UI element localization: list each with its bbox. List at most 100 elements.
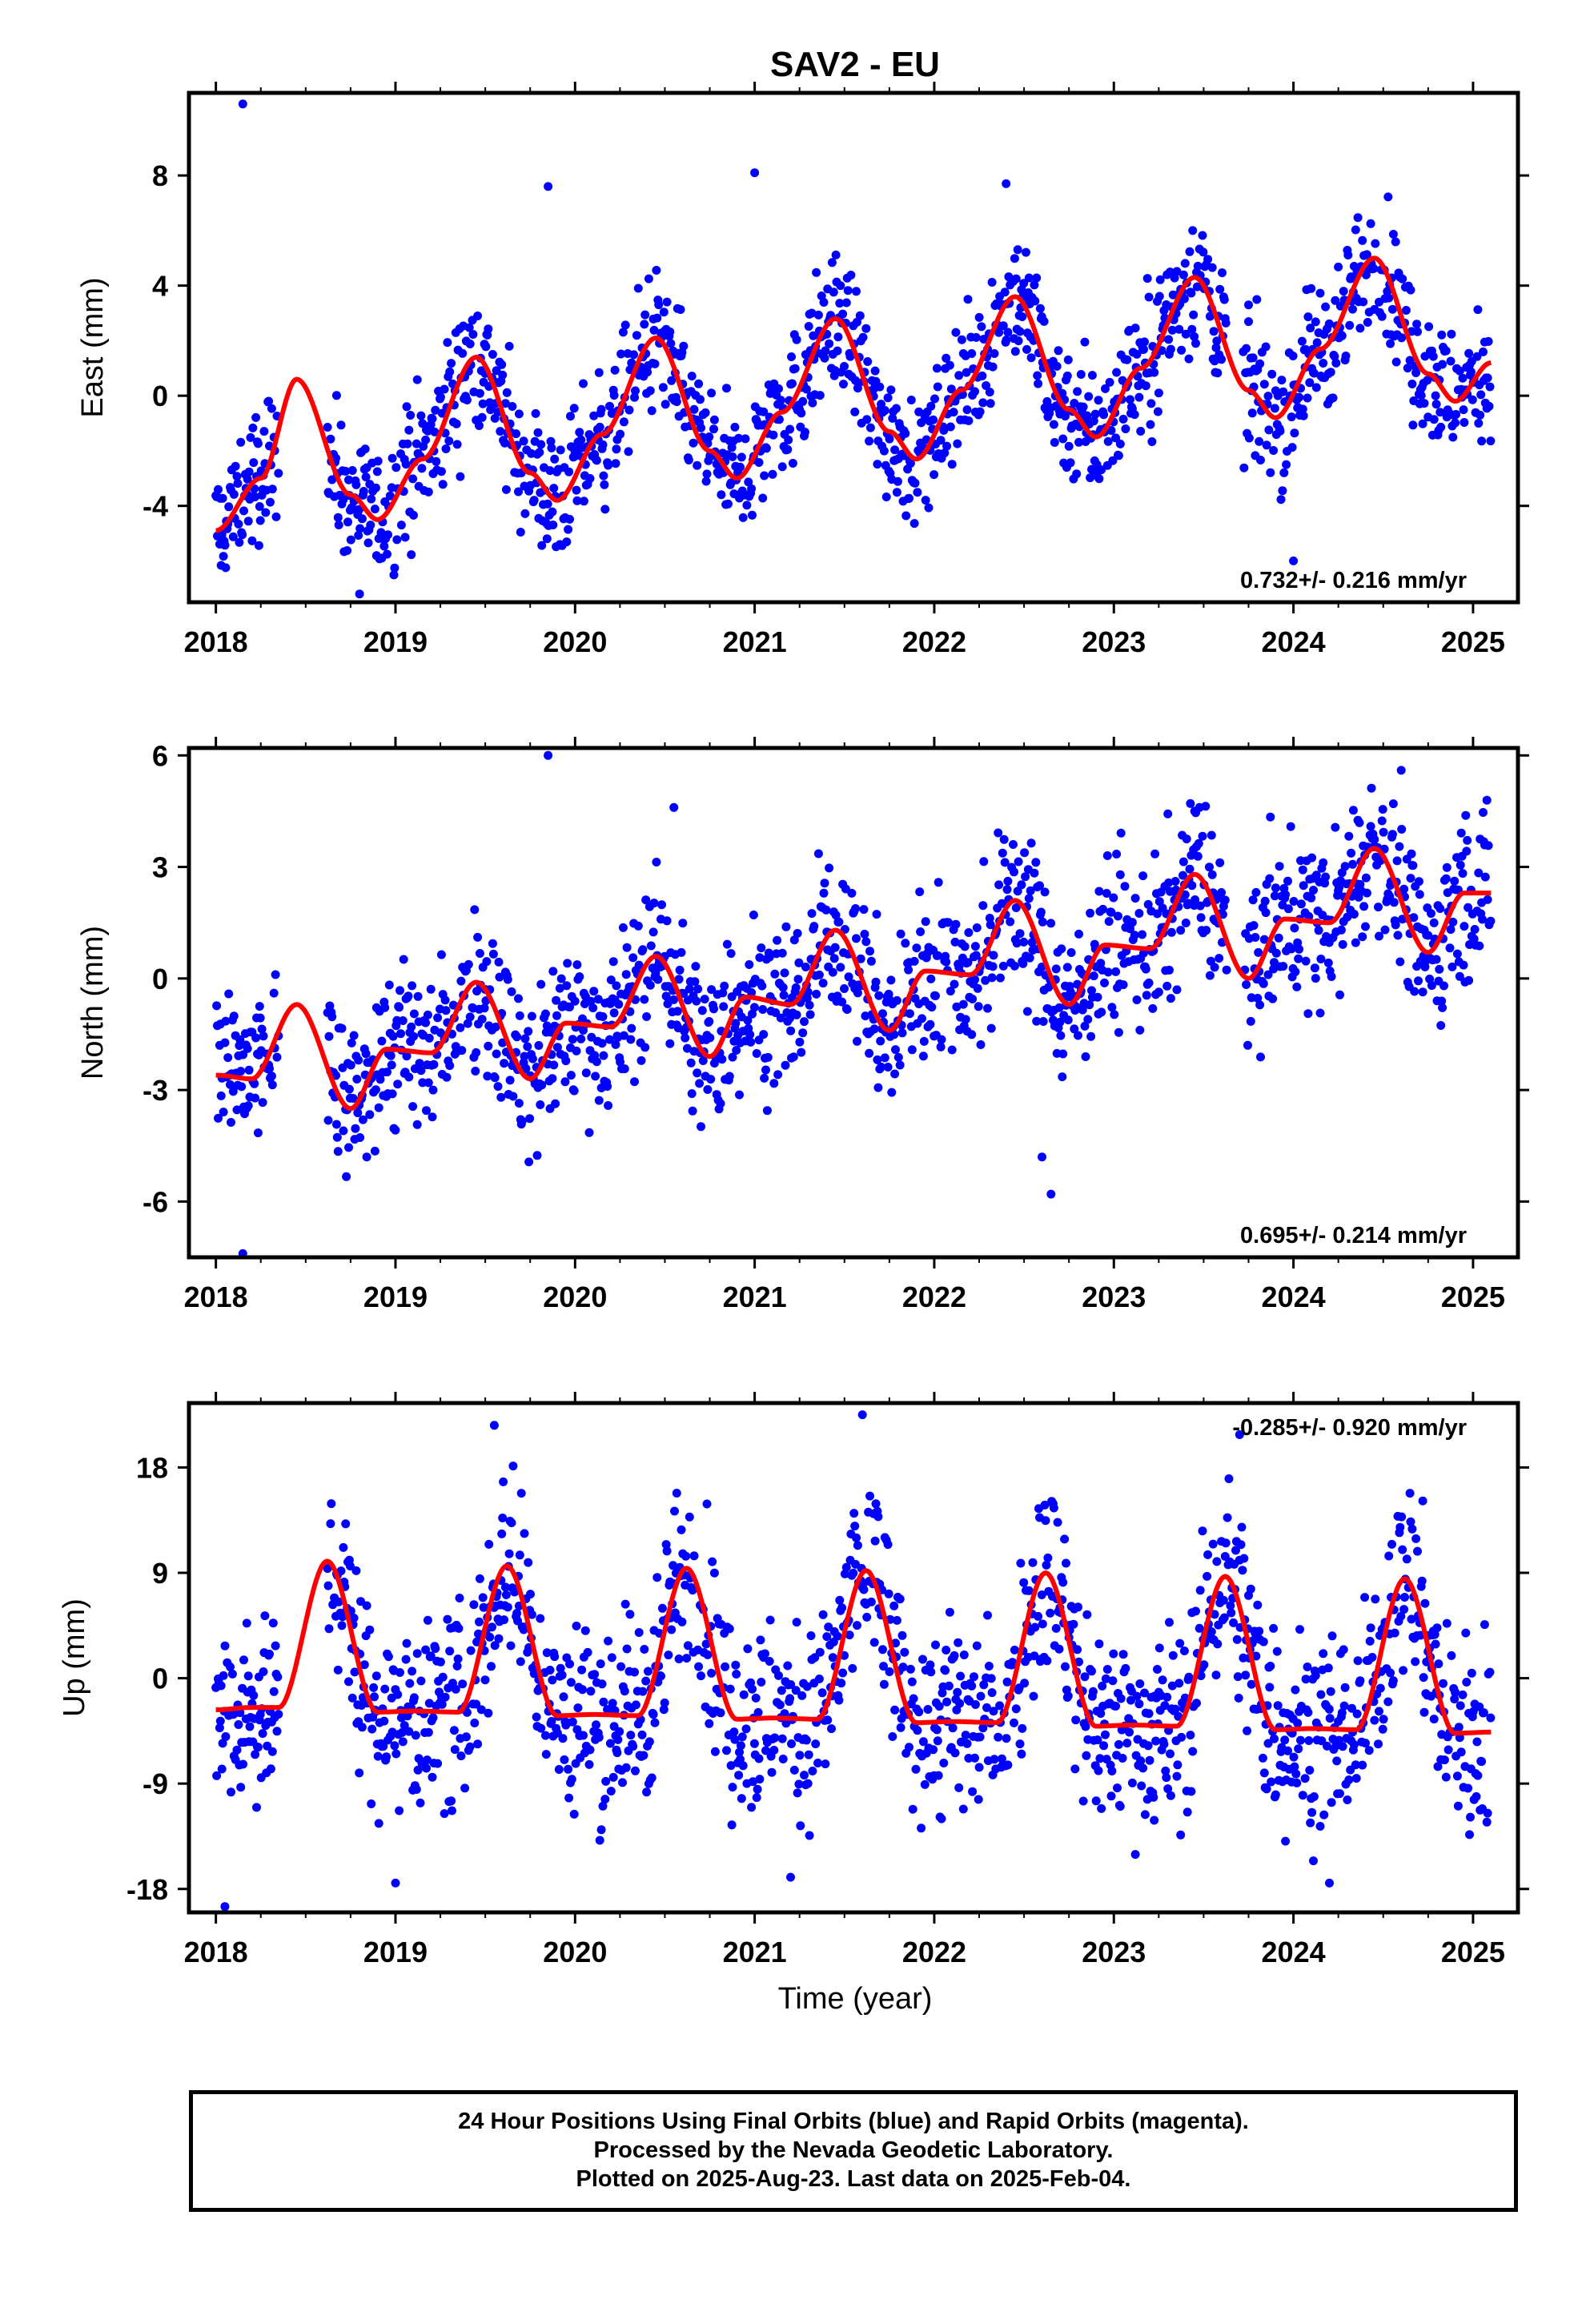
data-point <box>746 1037 756 1047</box>
data-point <box>1146 399 1156 408</box>
data-point <box>1150 849 1160 858</box>
data-point <box>413 991 423 1001</box>
data-point <box>406 411 416 420</box>
data-point <box>1046 1608 1055 1618</box>
data-point <box>323 1564 332 1574</box>
data-point <box>1420 1598 1430 1608</box>
data-point <box>1312 338 1322 348</box>
data-point <box>323 1581 333 1590</box>
data-point <box>1303 1707 1313 1717</box>
data-point <box>450 1745 460 1755</box>
data-point <box>219 552 228 561</box>
data-point <box>403 439 412 448</box>
data-point <box>1407 1614 1416 1624</box>
data-point <box>370 1146 379 1156</box>
data-point <box>1361 922 1370 931</box>
data-point <box>844 972 853 982</box>
data-point <box>1287 412 1296 422</box>
data-point <box>1273 1701 1283 1711</box>
data-point <box>224 502 234 512</box>
data-point <box>971 332 981 342</box>
data-point <box>1162 1773 1171 1783</box>
data-point <box>871 977 881 987</box>
data-point <box>1410 987 1419 996</box>
rate-annotation: 0.695+/- 0.214 mm/yr <box>1240 1223 1467 1248</box>
data-point <box>959 1651 969 1659</box>
data-point <box>1167 1681 1177 1691</box>
data-point <box>1205 862 1214 872</box>
data-point <box>1215 284 1225 294</box>
data-point <box>245 1722 255 1731</box>
data-point <box>847 888 857 898</box>
data-point <box>235 1035 245 1044</box>
data-point <box>1326 1687 1335 1696</box>
y-axis-label: East (mm) <box>76 277 110 417</box>
data-point <box>652 313 662 323</box>
data-point <box>728 1783 737 1792</box>
data-point <box>932 364 942 373</box>
data-point <box>1392 856 1402 866</box>
data-point <box>226 1080 235 1089</box>
data-point <box>392 535 402 545</box>
data-point <box>1337 331 1347 340</box>
data-point <box>732 1670 741 1679</box>
data-point <box>1327 972 1336 981</box>
data-point <box>409 1009 419 1019</box>
data-point <box>865 423 875 432</box>
data-point <box>1451 1687 1460 1697</box>
data-point <box>1442 1618 1452 1628</box>
data-point <box>234 519 243 529</box>
data-point <box>1072 469 1082 479</box>
data-point <box>1486 1713 1496 1723</box>
data-point <box>874 991 884 1000</box>
data-point <box>1070 1024 1079 1034</box>
data-point <box>1106 426 1116 435</box>
data-point <box>1137 1781 1146 1791</box>
data-point <box>806 1631 816 1640</box>
data-point <box>1088 1687 1098 1696</box>
data-point <box>1207 870 1217 879</box>
data-point <box>490 1073 500 1083</box>
data-point <box>604 1636 613 1646</box>
data-point <box>1026 353 1036 363</box>
data-point <box>1456 828 1466 838</box>
data-point <box>1399 1666 1408 1675</box>
data-point <box>779 991 789 1000</box>
data-point <box>475 1574 484 1583</box>
data-point <box>1238 1566 1247 1575</box>
data-point <box>488 1622 496 1632</box>
data-point <box>820 879 829 888</box>
data-point <box>964 416 974 425</box>
data-point <box>251 1033 261 1043</box>
data-point <box>401 460 411 469</box>
data-point <box>873 1083 883 1092</box>
data-point <box>1211 343 1221 352</box>
data-point <box>1191 339 1200 348</box>
data-point <box>851 904 861 913</box>
data-point <box>476 1705 486 1715</box>
data-point <box>1093 992 1102 1002</box>
data-point <box>470 1719 480 1727</box>
data-point <box>760 1073 769 1083</box>
data-point <box>591 1072 600 1081</box>
data-point <box>787 352 796 361</box>
data-point <box>1262 1784 1271 1794</box>
data-point <box>426 1651 436 1661</box>
data-point <box>1441 874 1451 883</box>
data-point <box>800 1771 809 1780</box>
data-point <box>498 1514 508 1522</box>
data-point <box>1395 957 1405 967</box>
data-point <box>466 1646 476 1655</box>
data-point <box>777 1734 787 1743</box>
data-point <box>761 1065 770 1075</box>
data-point <box>375 1075 385 1084</box>
data-point <box>472 1047 481 1057</box>
x-tick-label: 2025 <box>1441 1936 1505 1968</box>
outlier-point <box>1046 1189 1056 1199</box>
data-point <box>905 459 915 468</box>
data-point <box>569 1809 579 1819</box>
data-point <box>1435 408 1445 417</box>
data-point <box>861 324 871 333</box>
data-point <box>1243 1040 1252 1050</box>
data-point <box>883 1540 893 1550</box>
